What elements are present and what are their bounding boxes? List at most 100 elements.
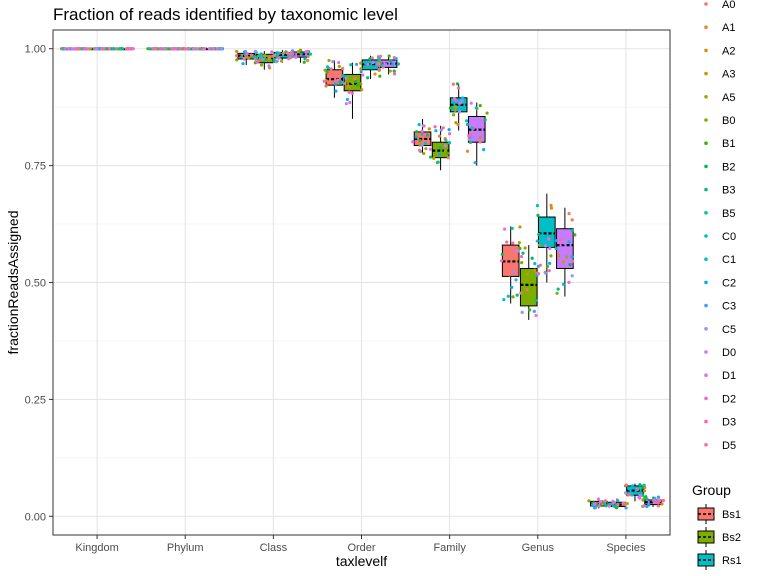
data-point-D5: [84, 47, 88, 51]
x-tick-label: Genus: [522, 542, 555, 554]
data-point-A5: [523, 246, 527, 250]
data-point-C1: [460, 96, 465, 100]
data-point-D1: [411, 140, 415, 144]
data-point-C5: [520, 310, 524, 314]
legend-key-C5: [704, 327, 708, 331]
data-point-D5: [100, 47, 104, 51]
data-point-D5: [519, 291, 523, 295]
box: [538, 216, 556, 248]
data-point-A2: [165, 47, 169, 51]
data-point-A3: [518, 225, 522, 229]
data-point-D3: [511, 241, 515, 245]
data-point-B2: [354, 79, 358, 84]
data-point-C3: [592, 506, 597, 510]
data-point-C2: [303, 57, 307, 61]
data-point-C2: [447, 127, 451, 132]
data-point-B5: [370, 66, 374, 70]
data-point-C3: [630, 493, 634, 497]
data-point-D1: [336, 78, 340, 82]
data-point-B3: [167, 47, 171, 51]
data-point-B2: [455, 82, 460, 86]
legend-key-D0: [704, 350, 708, 354]
data-point-D3: [330, 75, 334, 79]
data-point-B2: [536, 213, 540, 217]
data-point-A0: [441, 126, 445, 130]
data-point-D3: [185, 47, 189, 51]
data-point-C5: [597, 504, 601, 508]
data-point-B5: [436, 160, 440, 164]
data-point-D3: [469, 132, 473, 136]
data-point-B5: [645, 497, 649, 501]
data-point-B3: [389, 58, 393, 63]
data-point-B0: [641, 498, 645, 502]
legend-key-A1: [704, 25, 708, 30]
data-point-C1: [470, 126, 474, 130]
legend-label-B5: B5: [722, 208, 735, 220]
legend-label-B3: B3: [722, 185, 735, 197]
legend-key-B5: [704, 211, 708, 215]
data-point-A2: [360, 88, 364, 92]
data-point-C0: [603, 501, 607, 506]
data-point-A3: [478, 135, 482, 139]
data-point-A0: [451, 82, 455, 86]
x-tick-label: Species: [606, 542, 646, 554]
data-point-D2: [277, 56, 281, 60]
data-point-C2: [437, 152, 442, 156]
data-point-D3: [366, 62, 370, 67]
data-point-B2: [483, 118, 487, 122]
data-point-D2: [322, 79, 326, 83]
data-point-D1: [371, 60, 375, 65]
data-point-D3: [234, 53, 239, 58]
data-point-D1: [379, 54, 383, 58]
data-point-B1: [528, 308, 532, 312]
data-point-D3: [422, 133, 426, 137]
data-point-A2: [533, 268, 537, 272]
data-point-D2: [499, 259, 504, 263]
data-point-C2: [363, 61, 367, 65]
data-point-D1: [428, 147, 433, 151]
data-point-C0: [341, 74, 345, 78]
data-point-B3: [366, 76, 370, 80]
data-point-A0: [353, 77, 357, 81]
data-point-A3: [454, 120, 458, 125]
data-point-C2: [630, 484, 635, 488]
x-tick-label: Phylum: [167, 542, 204, 554]
data-point-C2: [533, 261, 537, 266]
data-point-C5: [253, 49, 258, 54]
legend-label-D3: D3: [722, 417, 736, 429]
data-point-B3: [537, 232, 541, 237]
data-point-D2: [567, 280, 571, 284]
data-point-D0: [267, 64, 271, 68]
data-point-A0: [341, 66, 345, 71]
data-point-C0: [417, 123, 421, 127]
data-point-B0: [323, 68, 327, 72]
data-point-A3: [306, 54, 310, 58]
legend-label-D5: D5: [722, 440, 736, 452]
data-point-C0: [642, 483, 646, 487]
legend-key-A5: [704, 95, 708, 99]
box: [556, 228, 574, 269]
data-point-A2: [427, 127, 431, 131]
data-point-C2: [241, 62, 245, 66]
data-point-D2: [305, 49, 310, 54]
data-point-B2: [530, 256, 534, 260]
legend-label-C5: C5: [722, 324, 736, 336]
data-point-D1: [467, 137, 472, 142]
data-point-D1: [348, 100, 352, 105]
data-point-B0: [549, 254, 553, 258]
data-point-B1: [302, 60, 306, 64]
y-tick-label: 0.00: [25, 511, 46, 523]
data-point-C1: [567, 240, 571, 244]
data-point-B1: [573, 233, 577, 237]
data-point-A3: [279, 59, 284, 63]
data-point-B3: [468, 140, 473, 144]
data-point-B0: [520, 260, 524, 265]
data-point-D3: [107, 47, 112, 51]
data-point-D0: [457, 110, 462, 114]
data-point-D5: [211, 47, 215, 51]
legend-key-D2: [704, 396, 708, 401]
data-point-D3: [433, 125, 437, 129]
data-point-B2: [429, 155, 433, 159]
data-point-C3: [444, 138, 448, 142]
legend-label-B1: B1: [722, 138, 735, 150]
